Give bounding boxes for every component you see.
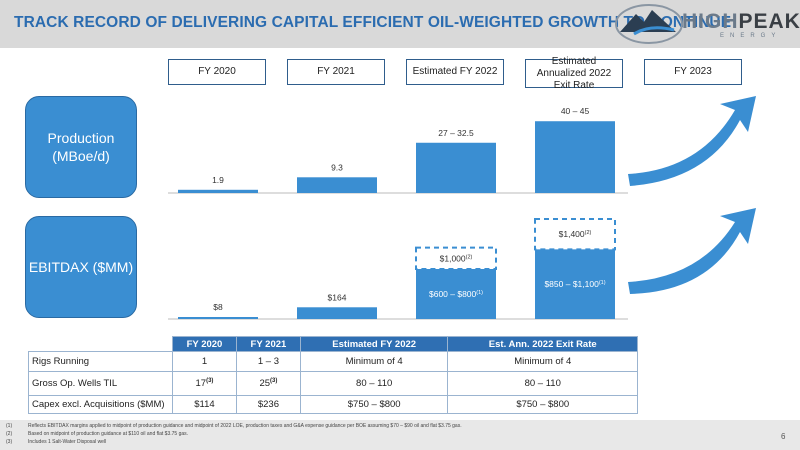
table-cell: 80 – 110 [299, 371, 449, 396]
footnote-number: (3) [6, 439, 13, 445]
table-cell: Minimum of 4 [299, 351, 449, 372]
logo-accent-text: PEAK [738, 10, 800, 33]
table-cell: 17(3) [172, 371, 237, 396]
cell-value: 25 [259, 378, 271, 390]
production-bar [178, 189, 258, 193]
cell-footnote: (3) [270, 377, 278, 384]
row-label: Rigs Running [28, 351, 173, 372]
table-row: Rigs Running 1 1 – 3 Minimum of 4 Minimu… [28, 351, 638, 372]
cell-value: $114 [194, 399, 215, 411]
footnote-text: Includes 1 Salt-Water Disposal well [28, 439, 107, 445]
ebitdax-upside-box [415, 246, 497, 270]
production-data-label: 27 – 32.5 [438, 128, 474, 138]
table-header-est-fy2022: Estimated FY 2022 [299, 336, 449, 352]
table-cell: 1 [172, 351, 237, 372]
cell-value: 1 [201, 356, 208, 368]
ebitdax-data-label: $850 – $1,100(1) [544, 279, 605, 289]
production-data-label: 40 – 45 [561, 106, 590, 116]
ebitdax-growth-arrow [628, 208, 756, 294]
table-cell: 1 – 3 [235, 351, 301, 372]
column-header-fy2023: FY 2023 [644, 59, 742, 85]
column-header-fy2020: FY 2020 [168, 59, 266, 85]
footnote: (3) Includes 1 Salt-Water Disposal well [6, 439, 106, 445]
cell-value: $236 [257, 399, 279, 411]
footnote-text: Reflects EBITDAX margins applied to midp… [28, 423, 462, 429]
ebitdax-upside-label: $1,000(2) [440, 253, 473, 263]
logo-main-text: HIGH [682, 10, 739, 33]
production-bar [297, 177, 377, 193]
footnote: (1) Reflects EBITDAX margins applied to m… [6, 423, 462, 429]
ebitdax-upside-box [534, 218, 616, 251]
ebitdax-upside-label: $1,400(2) [559, 229, 592, 239]
logo-subtext: ENERGY [720, 33, 782, 39]
page-number: 6 [781, 432, 786, 441]
footnote-text: Based on midpoint of production guidance… [28, 431, 189, 437]
ebitdax-bar [178, 317, 258, 319]
table-header-fy2021: FY 2021 [235, 336, 301, 352]
production-data-label: 1.9 [212, 175, 224, 185]
bar-charts: 1.9 9.3 27 – 32.5 40 – 45 $8 $164 $1,000(2) $6… [168, 96, 756, 320]
table-cell: $750 – $800 [447, 395, 638, 414]
header-bar: TRACK RECORD OF DELIVERING CAPITAL EFFIC… [0, 0, 800, 48]
table-header-blank [28, 336, 173, 352]
table-row: Gross Op. Wells TIL 17(3) 25(3) 80 – 110… [28, 371, 638, 396]
cell-value: 17 [195, 378, 207, 390]
cell-value: 1 – 3 [257, 356, 279, 368]
production-growth-arrow [628, 96, 756, 186]
table-header-exit-rate: Est. Ann. 2022 Exit Rate [447, 336, 638, 352]
logo-wordmark: HIGHPEAK [682, 10, 800, 34]
table-cell: Minimum of 4 [447, 351, 638, 372]
footnote-number: (1) [6, 423, 13, 429]
production-data-label: 9.3 [331, 162, 343, 172]
operations-table: FY 2020 FY 2021 Estimated FY 2022 Est. A… [28, 336, 638, 414]
column-header-exit-rate: Estimated Annualized 2022 Exit Rate [525, 56, 623, 91]
ebitdax-bar [535, 249, 615, 319]
ebitdax-bar [416, 269, 496, 319]
ebitdax-bar [297, 307, 377, 319]
table-cell: 80 – 110 [447, 371, 638, 396]
company-logo: HIGHPEAK ENERGY [608, 0, 800, 48]
table-cell: $750 – $800 [299, 395, 449, 414]
table-row: Capex excl. Acquisitions ($MM) $114 $236… [28, 395, 638, 414]
footnote: (2) Based on midpoint of production guida… [6, 431, 188, 437]
cell-footnote: (3) [206, 377, 214, 384]
mountain-logo-icon [615, 4, 683, 44]
ebitdax-data-label: $8 [213, 302, 223, 312]
production-bar [535, 121, 615, 193]
ebitdax-data-label: $164 [328, 292, 347, 302]
table-cell: $236 [235, 395, 301, 414]
row-label: Gross Op. Wells TIL [28, 371, 173, 396]
footnote-number: (2) [6, 431, 13, 437]
table-cell: $114 [172, 395, 237, 414]
table-header-fy2020: FY 2020 [172, 336, 237, 352]
row-label: Capex excl. Acquisitions ($MM) [28, 395, 173, 414]
production-row-label: Production (MBoe/d) [25, 96, 137, 198]
ebitdax-row-label: EBITDAX ($MM) [25, 216, 137, 318]
table-cell: 25(3) [235, 371, 301, 396]
column-header-fy2021: FY 2021 [287, 59, 385, 85]
page-title: TRACK RECORD OF DELIVERING CAPITAL EFFIC… [14, 14, 732, 31]
production-bar [416, 142, 496, 193]
footnotes-area: (1) Reflects EBITDAX margins applied to m… [0, 420, 800, 450]
ebitdax-data-label: $600 – $800(1) [429, 289, 483, 299]
column-header-est-fy2022: Estimated FY 2022 [406, 59, 504, 85]
